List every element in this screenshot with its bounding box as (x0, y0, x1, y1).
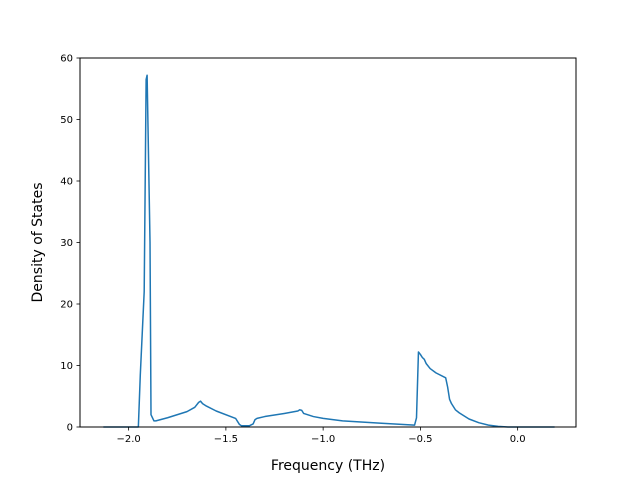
dos-line-series-0 (103, 74, 555, 428)
y-tick-label: 10 (60, 361, 73, 372)
plot-layer (103, 74, 555, 428)
x-axis-title: Frequency (THz) (271, 458, 385, 474)
x-tick-label: −2.0 (116, 434, 140, 445)
x-tick-label: −1.5 (214, 434, 238, 445)
y-axis: 0 10 20 30 40 50 60 (60, 54, 80, 434)
x-tick-label: −0.5 (408, 434, 432, 445)
x-tick-label: −1.0 (311, 434, 335, 445)
y-tick-label: 0 (67, 423, 73, 434)
y-tick-label: 20 (60, 300, 73, 311)
y-tick-label: 50 (60, 115, 73, 126)
y-tick-label: 40 (60, 177, 73, 188)
y-axis-title: Density of States (30, 183, 46, 303)
y-tick-label: 30 (60, 238, 73, 249)
x-axis: −2.0 −1.5 −1.0 −0.5 0.0 (116, 427, 526, 445)
x-tick-label: 0.0 (510, 434, 526, 445)
y-tick-label: 60 (60, 54, 73, 65)
